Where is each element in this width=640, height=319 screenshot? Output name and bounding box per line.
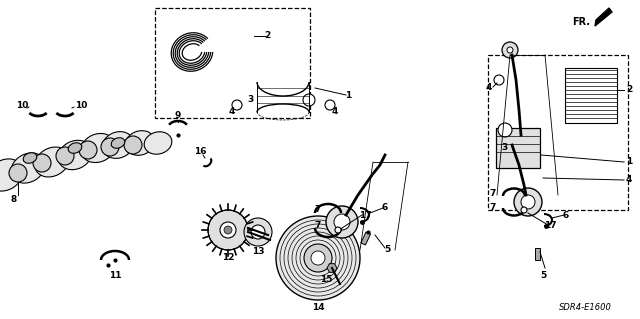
Circle shape xyxy=(124,136,142,154)
Text: 5: 5 xyxy=(384,246,390,255)
Circle shape xyxy=(502,42,518,58)
Circle shape xyxy=(514,188,542,216)
Bar xyxy=(496,128,540,168)
Circle shape xyxy=(101,138,119,156)
Text: 16: 16 xyxy=(194,147,206,157)
Text: 6: 6 xyxy=(563,211,569,219)
Text: 9: 9 xyxy=(175,112,181,121)
Circle shape xyxy=(33,154,51,172)
Text: 3: 3 xyxy=(247,95,253,105)
Bar xyxy=(488,55,628,210)
Bar xyxy=(535,248,540,260)
Circle shape xyxy=(498,123,512,137)
Circle shape xyxy=(325,100,335,110)
Ellipse shape xyxy=(111,138,125,148)
Circle shape xyxy=(220,222,236,238)
Circle shape xyxy=(304,244,332,272)
Text: 10: 10 xyxy=(15,101,28,110)
Circle shape xyxy=(303,94,315,106)
Circle shape xyxy=(311,251,325,265)
Text: 6: 6 xyxy=(382,204,388,212)
Text: FR.: FR. xyxy=(572,17,590,27)
Ellipse shape xyxy=(0,159,23,191)
Ellipse shape xyxy=(81,133,115,163)
Text: 4: 4 xyxy=(626,175,632,184)
Text: 8: 8 xyxy=(11,196,17,204)
Text: 14: 14 xyxy=(312,302,324,311)
Text: 1: 1 xyxy=(626,158,632,167)
Circle shape xyxy=(507,47,513,53)
Bar xyxy=(565,68,617,123)
Text: 7: 7 xyxy=(315,205,321,214)
Circle shape xyxy=(79,141,97,159)
Text: 4: 4 xyxy=(229,108,235,116)
Circle shape xyxy=(276,216,360,300)
Ellipse shape xyxy=(102,132,134,159)
Text: 11: 11 xyxy=(109,271,121,279)
Text: 5: 5 xyxy=(540,271,546,279)
Circle shape xyxy=(521,207,527,213)
Polygon shape xyxy=(595,8,612,26)
Text: 1: 1 xyxy=(345,91,351,100)
Text: 15: 15 xyxy=(320,276,332,285)
Ellipse shape xyxy=(58,140,92,170)
Bar xyxy=(155,8,310,118)
Circle shape xyxy=(232,100,242,110)
Circle shape xyxy=(521,195,535,209)
Circle shape xyxy=(251,225,265,239)
Ellipse shape xyxy=(11,153,45,183)
Circle shape xyxy=(224,226,232,234)
Text: 7: 7 xyxy=(490,189,496,198)
Text: SDR4-E1600: SDR4-E1600 xyxy=(559,303,612,313)
Circle shape xyxy=(244,218,272,246)
Text: 7: 7 xyxy=(490,204,496,212)
Circle shape xyxy=(56,147,74,165)
Text: 7: 7 xyxy=(315,221,321,231)
Text: 13: 13 xyxy=(252,248,264,256)
Text: 12: 12 xyxy=(221,253,234,262)
Text: 17: 17 xyxy=(544,220,556,229)
Text: 2: 2 xyxy=(264,32,270,41)
Text: 17: 17 xyxy=(358,211,371,219)
Text: 3: 3 xyxy=(502,144,508,152)
Circle shape xyxy=(334,214,350,230)
Text: 4: 4 xyxy=(486,84,492,93)
Ellipse shape xyxy=(35,147,69,177)
Circle shape xyxy=(335,227,341,233)
Circle shape xyxy=(494,75,504,85)
Text: 2: 2 xyxy=(626,85,632,94)
Text: 4: 4 xyxy=(332,108,338,116)
Circle shape xyxy=(326,206,358,238)
Text: 10: 10 xyxy=(75,101,88,110)
Bar xyxy=(361,232,371,245)
Ellipse shape xyxy=(144,132,172,154)
Ellipse shape xyxy=(68,143,82,153)
Ellipse shape xyxy=(125,131,155,155)
Circle shape xyxy=(9,164,27,182)
Ellipse shape xyxy=(23,153,36,163)
Circle shape xyxy=(208,210,248,250)
